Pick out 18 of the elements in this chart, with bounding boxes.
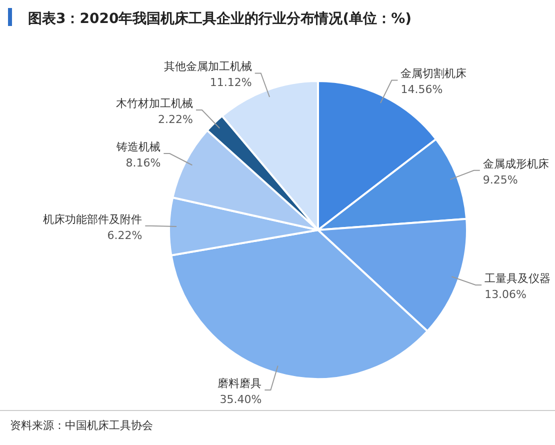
data-label: 2.22% xyxy=(158,112,194,126)
data-label: 14.56% xyxy=(400,83,443,96)
slice-label: 工量具及仪器 xyxy=(484,272,551,285)
slice-label: 其他金属加工机械 xyxy=(164,60,252,74)
data-label: 13.06% xyxy=(484,288,527,301)
slice-label: 木竹材加工机械 xyxy=(116,96,194,110)
data-label: 35.40% xyxy=(220,392,262,406)
slice-label: 铸造机械 xyxy=(116,140,161,154)
data-label: 11.12% xyxy=(210,76,252,90)
chart-title: 图表3：2020年我国机床工具企业的行业分布情况(单位：%) xyxy=(28,10,412,28)
data-label: 9.25% xyxy=(482,173,518,186)
slice-label: 金属切割机床 xyxy=(400,67,467,80)
slice-label: 机床功能部件及附件 xyxy=(43,212,142,226)
text: 资料来源：中国机床工具协会 xyxy=(10,418,153,433)
slice-label: 金属成形机床 xyxy=(482,157,549,170)
slice-label: 磨料磨具 xyxy=(218,376,262,390)
data-label: 8.16% xyxy=(126,156,161,170)
data-label: 6.22% xyxy=(107,228,142,242)
